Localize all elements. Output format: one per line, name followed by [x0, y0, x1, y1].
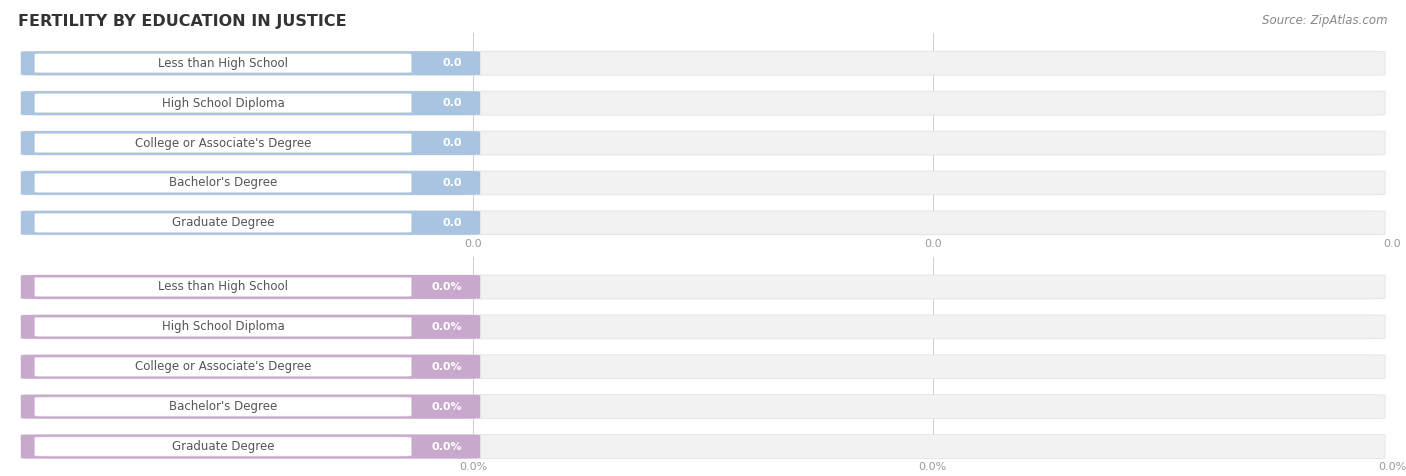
FancyBboxPatch shape	[35, 437, 412, 456]
Text: 0.0%: 0.0%	[1378, 463, 1406, 473]
FancyBboxPatch shape	[21, 315, 1385, 339]
FancyBboxPatch shape	[21, 435, 481, 458]
FancyBboxPatch shape	[21, 91, 481, 115]
Text: 0.0: 0.0	[443, 138, 463, 148]
FancyBboxPatch shape	[35, 94, 412, 113]
FancyBboxPatch shape	[21, 435, 1385, 458]
FancyBboxPatch shape	[35, 317, 412, 337]
FancyBboxPatch shape	[21, 171, 481, 195]
Text: Bachelor's Degree: Bachelor's Degree	[169, 177, 277, 189]
Text: Less than High School: Less than High School	[157, 57, 288, 70]
FancyBboxPatch shape	[21, 355, 481, 379]
FancyBboxPatch shape	[21, 395, 481, 418]
Text: 0.0: 0.0	[443, 218, 463, 228]
FancyBboxPatch shape	[35, 173, 412, 192]
Text: High School Diploma: High School Diploma	[162, 97, 284, 109]
Text: 0.0%: 0.0%	[432, 402, 463, 412]
Text: Graduate Degree: Graduate Degree	[172, 216, 274, 229]
FancyBboxPatch shape	[21, 91, 1385, 115]
FancyBboxPatch shape	[21, 355, 1385, 379]
FancyBboxPatch shape	[21, 211, 1385, 235]
FancyBboxPatch shape	[35, 54, 412, 73]
Text: 0.0: 0.0	[443, 98, 463, 108]
FancyBboxPatch shape	[35, 278, 412, 297]
FancyBboxPatch shape	[21, 131, 481, 155]
FancyBboxPatch shape	[21, 211, 481, 235]
FancyBboxPatch shape	[21, 171, 1385, 195]
Text: 0.0%: 0.0%	[432, 442, 463, 452]
Text: FERTILITY BY EDUCATION IN JUSTICE: FERTILITY BY EDUCATION IN JUSTICE	[18, 14, 347, 30]
Text: 0.0: 0.0	[443, 58, 463, 68]
FancyBboxPatch shape	[35, 213, 412, 232]
Text: College or Associate's Degree: College or Associate's Degree	[135, 137, 311, 149]
FancyBboxPatch shape	[21, 131, 1385, 155]
FancyBboxPatch shape	[21, 275, 1385, 299]
Text: 0.0%: 0.0%	[460, 463, 488, 473]
FancyBboxPatch shape	[21, 275, 481, 299]
FancyBboxPatch shape	[21, 51, 1385, 75]
FancyBboxPatch shape	[35, 133, 412, 153]
Text: 0.0: 0.0	[1384, 239, 1400, 249]
Text: 0.0%: 0.0%	[918, 463, 946, 473]
FancyBboxPatch shape	[35, 357, 412, 377]
FancyBboxPatch shape	[35, 397, 412, 416]
FancyBboxPatch shape	[21, 395, 1385, 418]
Text: Graduate Degree: Graduate Degree	[172, 440, 274, 453]
Text: 0.0: 0.0	[464, 239, 482, 249]
Text: College or Associate's Degree: College or Associate's Degree	[135, 360, 311, 373]
Text: 0.0: 0.0	[443, 178, 463, 188]
Text: 0.0%: 0.0%	[432, 362, 463, 372]
Text: 0.0%: 0.0%	[432, 282, 463, 292]
Text: Bachelor's Degree: Bachelor's Degree	[169, 400, 277, 413]
Text: 0.0: 0.0	[924, 239, 942, 249]
Text: Less than High School: Less than High School	[157, 280, 288, 294]
Text: High School Diploma: High School Diploma	[162, 320, 284, 333]
FancyBboxPatch shape	[21, 51, 481, 75]
Text: Source: ZipAtlas.com: Source: ZipAtlas.com	[1263, 14, 1388, 27]
Text: 0.0%: 0.0%	[432, 322, 463, 332]
FancyBboxPatch shape	[21, 315, 481, 339]
